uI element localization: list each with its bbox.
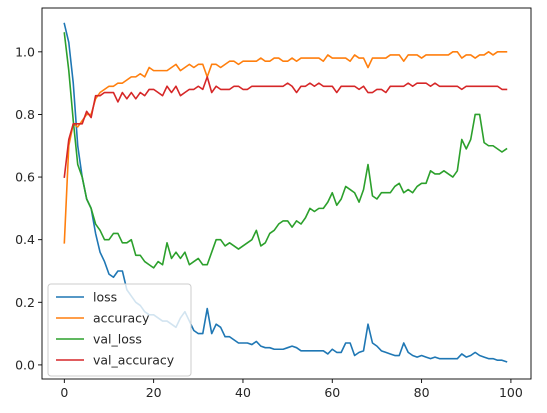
legend-label-loss: loss <box>93 290 117 305</box>
legend: loss accuracy val_loss val_accuracy <box>47 283 192 377</box>
x-tick-label: 40 <box>235 385 251 400</box>
y-tick-label: 0.8 <box>15 107 35 122</box>
legend-box <box>47 283 192 377</box>
x-tick-label: 80 <box>414 385 430 400</box>
series-line-val-loss <box>63 32 508 269</box>
plot-frame <box>41 7 532 380</box>
series-line-val-accuracy <box>63 76 508 178</box>
y-tick-label: 0.0 <box>15 357 35 372</box>
legend-label-accuracy: accuracy <box>93 311 150 326</box>
axes-layer <box>41 7 532 380</box>
y-tick-label: 0.2 <box>15 295 35 310</box>
series-line-accuracy <box>63 51 508 244</box>
y-tick-label: 0.4 <box>15 232 35 247</box>
y-tick-label: 0.6 <box>15 170 35 185</box>
legend-label-val-accuracy: val_accuracy <box>93 353 175 368</box>
x-tick-label: 0 <box>60 385 68 400</box>
x-tick-label: 20 <box>146 385 162 400</box>
ticks-layer: 0 20 40 60 80 100 0.0 0.2 0.4 0.6 0.8 1.0 <box>15 44 523 400</box>
x-tick-label: 60 <box>324 385 340 400</box>
x-tick-label: 100 <box>499 385 523 400</box>
y-tick-label: 1.0 <box>15 44 35 59</box>
legend-label-val-loss: val_loss <box>93 332 142 347</box>
